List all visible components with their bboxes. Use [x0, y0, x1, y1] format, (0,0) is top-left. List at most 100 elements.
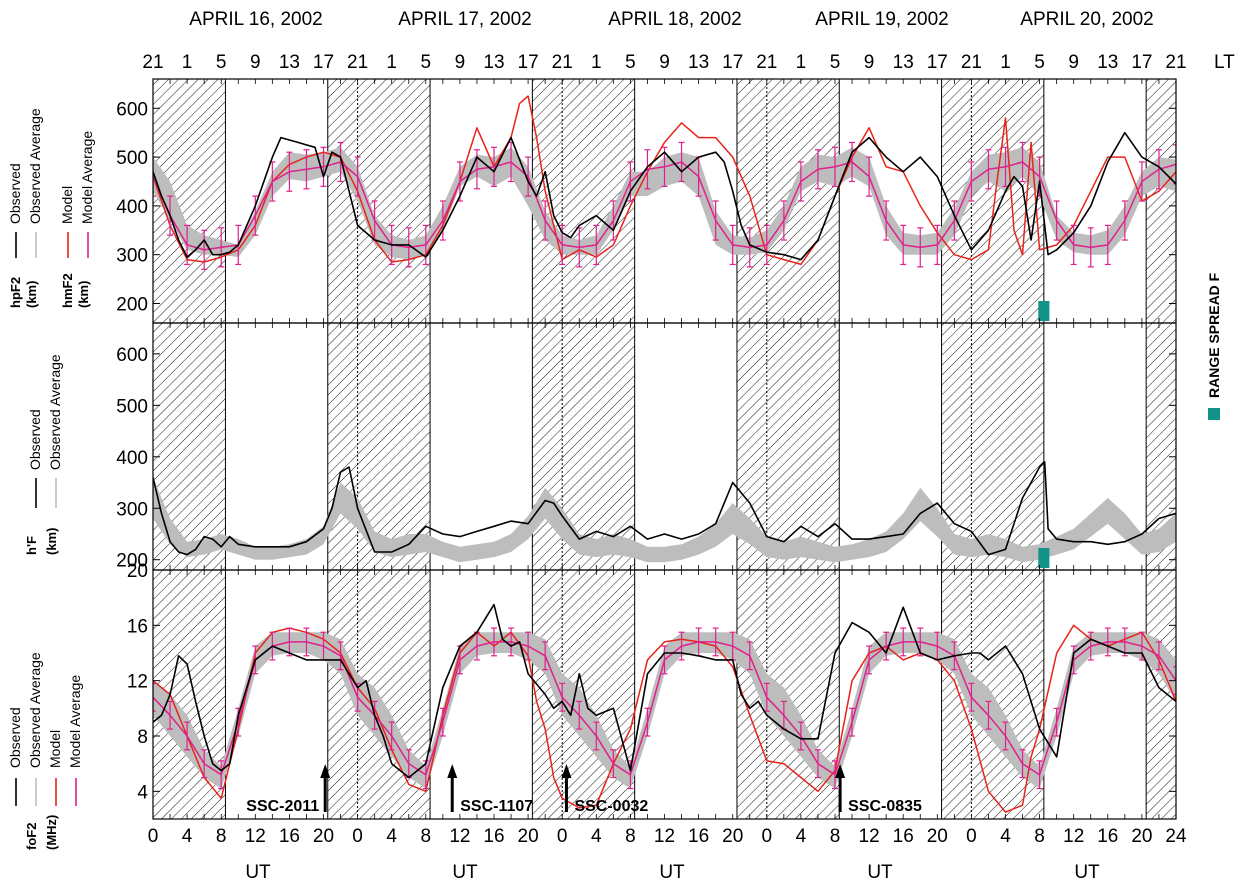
ut-axis-label-3: UT [659, 862, 685, 883]
ylabel-hpf2-unit: (km) [24, 281, 39, 308]
ut-tick-label: 12 [449, 826, 470, 847]
legend-fof2-model-average: Model Average [67, 675, 83, 768]
ut-tick-label: 24 [1165, 826, 1187, 847]
ut-tick-label: 8 [830, 826, 841, 847]
lt-tick-label: 5 [216, 52, 227, 73]
legend-fof2-model: Model [47, 730, 63, 768]
lt-tick-label: 1 [591, 52, 602, 73]
lt-tick-label: 1 [1000, 52, 1011, 73]
ut-tick-label: 16 [1097, 826, 1118, 847]
legend-hf-observed: Observed [27, 409, 43, 470]
lt-tick-label: 13 [893, 52, 914, 73]
lt-tick-label: 17 [518, 52, 539, 73]
ut-axis-label-1: UT [245, 862, 271, 883]
ssc-annotation: SSC-1107 [447, 764, 533, 815]
lt-axis: 21 1 5 9 13 17 21 1 5 9 13 17 21 1 5 9 13 17 21 1 5 9 13 17 21 1 5… [142, 52, 1186, 73]
ut-tick-label: 0 [352, 826, 363, 847]
y-tick-label: 20 [127, 561, 148, 582]
ylabel-hpf2: hpF2 [8, 277, 23, 308]
night-hatch [532, 323, 635, 570]
y-tick-label: 600 [116, 345, 148, 366]
legend-model: Model [59, 186, 75, 224]
night-hatch [1146, 570, 1176, 819]
panel-3: SSC-2011 SSC-1107 SSC-0032 SSC-0835 4 8 12 16 20 [127, 561, 1177, 820]
day-header-4: APRIL 19, 2002 [815, 9, 948, 30]
lt-tick-label: 9 [1068, 52, 1079, 73]
lt-tick-label: 13 [483, 52, 504, 73]
ylabel-hmf2-unit: (km) [76, 281, 91, 308]
x-minor-ticks [152, 79, 1177, 323]
lt-tick-label: 17 [927, 52, 948, 73]
legend-observed-average: Observed Average [27, 108, 43, 224]
lt-tick-label: 1 [386, 52, 397, 73]
ut-tick-label: 4 [1000, 826, 1011, 847]
day-header-2: APRIL 17, 2002 [398, 9, 531, 30]
lt-tick-label: 9 [250, 52, 261, 73]
panel-plot-area [153, 570, 1176, 819]
legend-hf: h'F (km) Observed Observed Average [24, 354, 63, 555]
lt-tick-label: 5 [625, 52, 636, 73]
model-average-line [153, 161, 1176, 251]
ssc-label: SSC-2011 [246, 798, 319, 815]
ut-tick-label: 0 [966, 826, 977, 847]
legend-fof2-observed-average: Observed Average [27, 652, 43, 768]
ut-tick-label: 20 [313, 826, 334, 847]
ylabel-hf: h'F [24, 536, 39, 555]
day-header-3: APRIL 18, 2002 [608, 9, 741, 30]
night-hatch [327, 323, 431, 570]
y-tick-label: 16 [127, 616, 148, 637]
y-tick-label: 500 [116, 148, 148, 169]
lt-tick-label: 1 [182, 52, 193, 73]
panel-2: 200 300 400 500 600 [116, 322, 1177, 572]
legend-hf-observed-average: Observed Average [47, 354, 63, 470]
ut-tick-label: 12 [1063, 826, 1084, 847]
lt-tick-label: 21 [961, 52, 982, 73]
ssc-label: SSC-0032 [574, 798, 648, 815]
legend-observed: Observed [7, 163, 23, 224]
range-spread-f-legend: RANGE SPREAD F [1206, 272, 1222, 420]
range-spread-f-marker [1038, 301, 1050, 321]
observed-line [153, 461, 1176, 556]
range-spread-f-swatch [1208, 408, 1220, 420]
night-hatch [941, 323, 1044, 570]
ut-tick-label: 20 [927, 826, 948, 847]
lt-tick-label: 17 [313, 52, 334, 73]
y-tick-label: 500 [116, 396, 148, 417]
ut-tick-label: 0 [762, 826, 773, 847]
night-hatch [327, 570, 431, 819]
ut-axis-label-5: UT [1074, 862, 1100, 883]
model-line [153, 624, 1176, 813]
ut-tick-label: 12 [654, 826, 675, 847]
y-tick-label: 400 [116, 197, 148, 218]
day-headers: APRIL 16, 2002 APRIL 17, 2002 APRIL 18, … [189, 9, 1153, 30]
ut-tick-label: 8 [216, 826, 227, 847]
legend-model-average: Model Average [79, 131, 95, 224]
lt-tick-label: 17 [722, 52, 743, 73]
lt-axis-label: LT [1214, 52, 1235, 73]
lt-tick-label: 9 [455, 52, 466, 73]
y-tick-label: 200 [116, 551, 148, 572]
ylabel-hf-unit: (km) [44, 528, 59, 555]
day-header-1: APRIL 16, 2002 [189, 9, 322, 30]
lt-tick-label: 21 [142, 52, 163, 73]
ut-tick-label: 4 [591, 826, 602, 847]
observed-line [153, 131, 1176, 261]
ut-tick-label: 20 [518, 826, 539, 847]
ut-tick-label: 20 [722, 826, 743, 847]
lt-tick-label: 21 [756, 52, 777, 73]
y-axis: 4 8 12 16 20 [127, 561, 1176, 803]
legend-fof2: foF2 (MHz) Observed Observed Average Mod… [7, 652, 83, 850]
range-spread-f-marker [1038, 548, 1050, 568]
y-tick-label: 200 [116, 294, 148, 315]
y-tick-label: 4 [137, 782, 148, 803]
ylabel-fof2-unit: (MHz) [44, 815, 59, 850]
ssc-label: SSC-1107 [460, 798, 533, 815]
y-tick-label: 8 [137, 727, 148, 748]
lt-tick-label: 9 [659, 52, 670, 73]
ut-tick-label: 4 [386, 826, 397, 847]
ut-tick-label: 8 [1034, 826, 1045, 847]
night-hatch [1146, 79, 1176, 323]
y-tick-label: 600 [116, 99, 148, 120]
